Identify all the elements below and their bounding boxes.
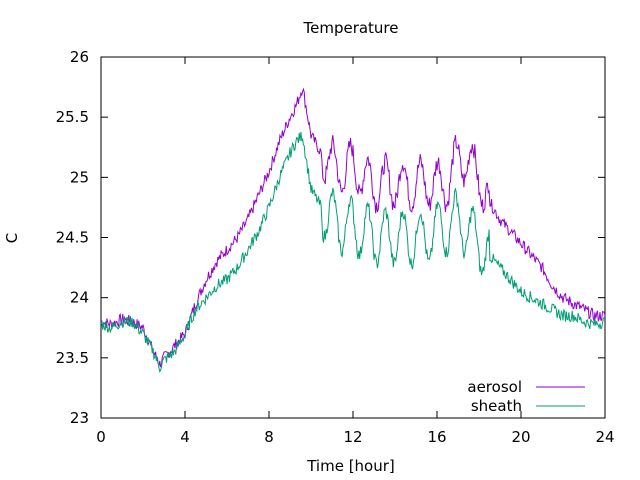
y-tick-label: 23 [70, 409, 89, 427]
x-axis-label: Time [hour] [306, 457, 395, 475]
axis-ticks: 0 4 8 12 16 20 24 23 23.5 24 24.5 25 25.5 26 [56, 48, 615, 446]
chart-title: Temperature [302, 19, 398, 37]
y-tick-label: 24.5 [56, 229, 89, 247]
legend-label-sheath: sheath [471, 397, 522, 415]
series-line-sheath [100, 131, 606, 373]
x-tick-label: 4 [180, 428, 190, 446]
plot-frame [100, 56, 606, 419]
series-layer [100, 87, 606, 373]
y-tick-label: 25.5 [56, 108, 89, 126]
y-tick-label: 26 [70, 48, 89, 66]
legend: aerosol sheath [467, 378, 585, 415]
series-line-aerosol [100, 87, 606, 368]
legend-label-aerosol: aerosol [467, 378, 522, 396]
x-tick-label: 16 [427, 428, 446, 446]
y-tick-label: 25 [70, 168, 89, 186]
y-tick-label: 24 [70, 289, 89, 307]
y-axis-label: C [3, 233, 21, 243]
x-tick-label: 8 [264, 428, 274, 446]
x-tick-label: 0 [96, 428, 106, 446]
y-tick-label: 23.5 [56, 349, 89, 367]
x-tick-label: 12 [343, 428, 362, 446]
x-tick-label: 20 [511, 428, 530, 446]
x-tick-label: 24 [595, 428, 614, 446]
